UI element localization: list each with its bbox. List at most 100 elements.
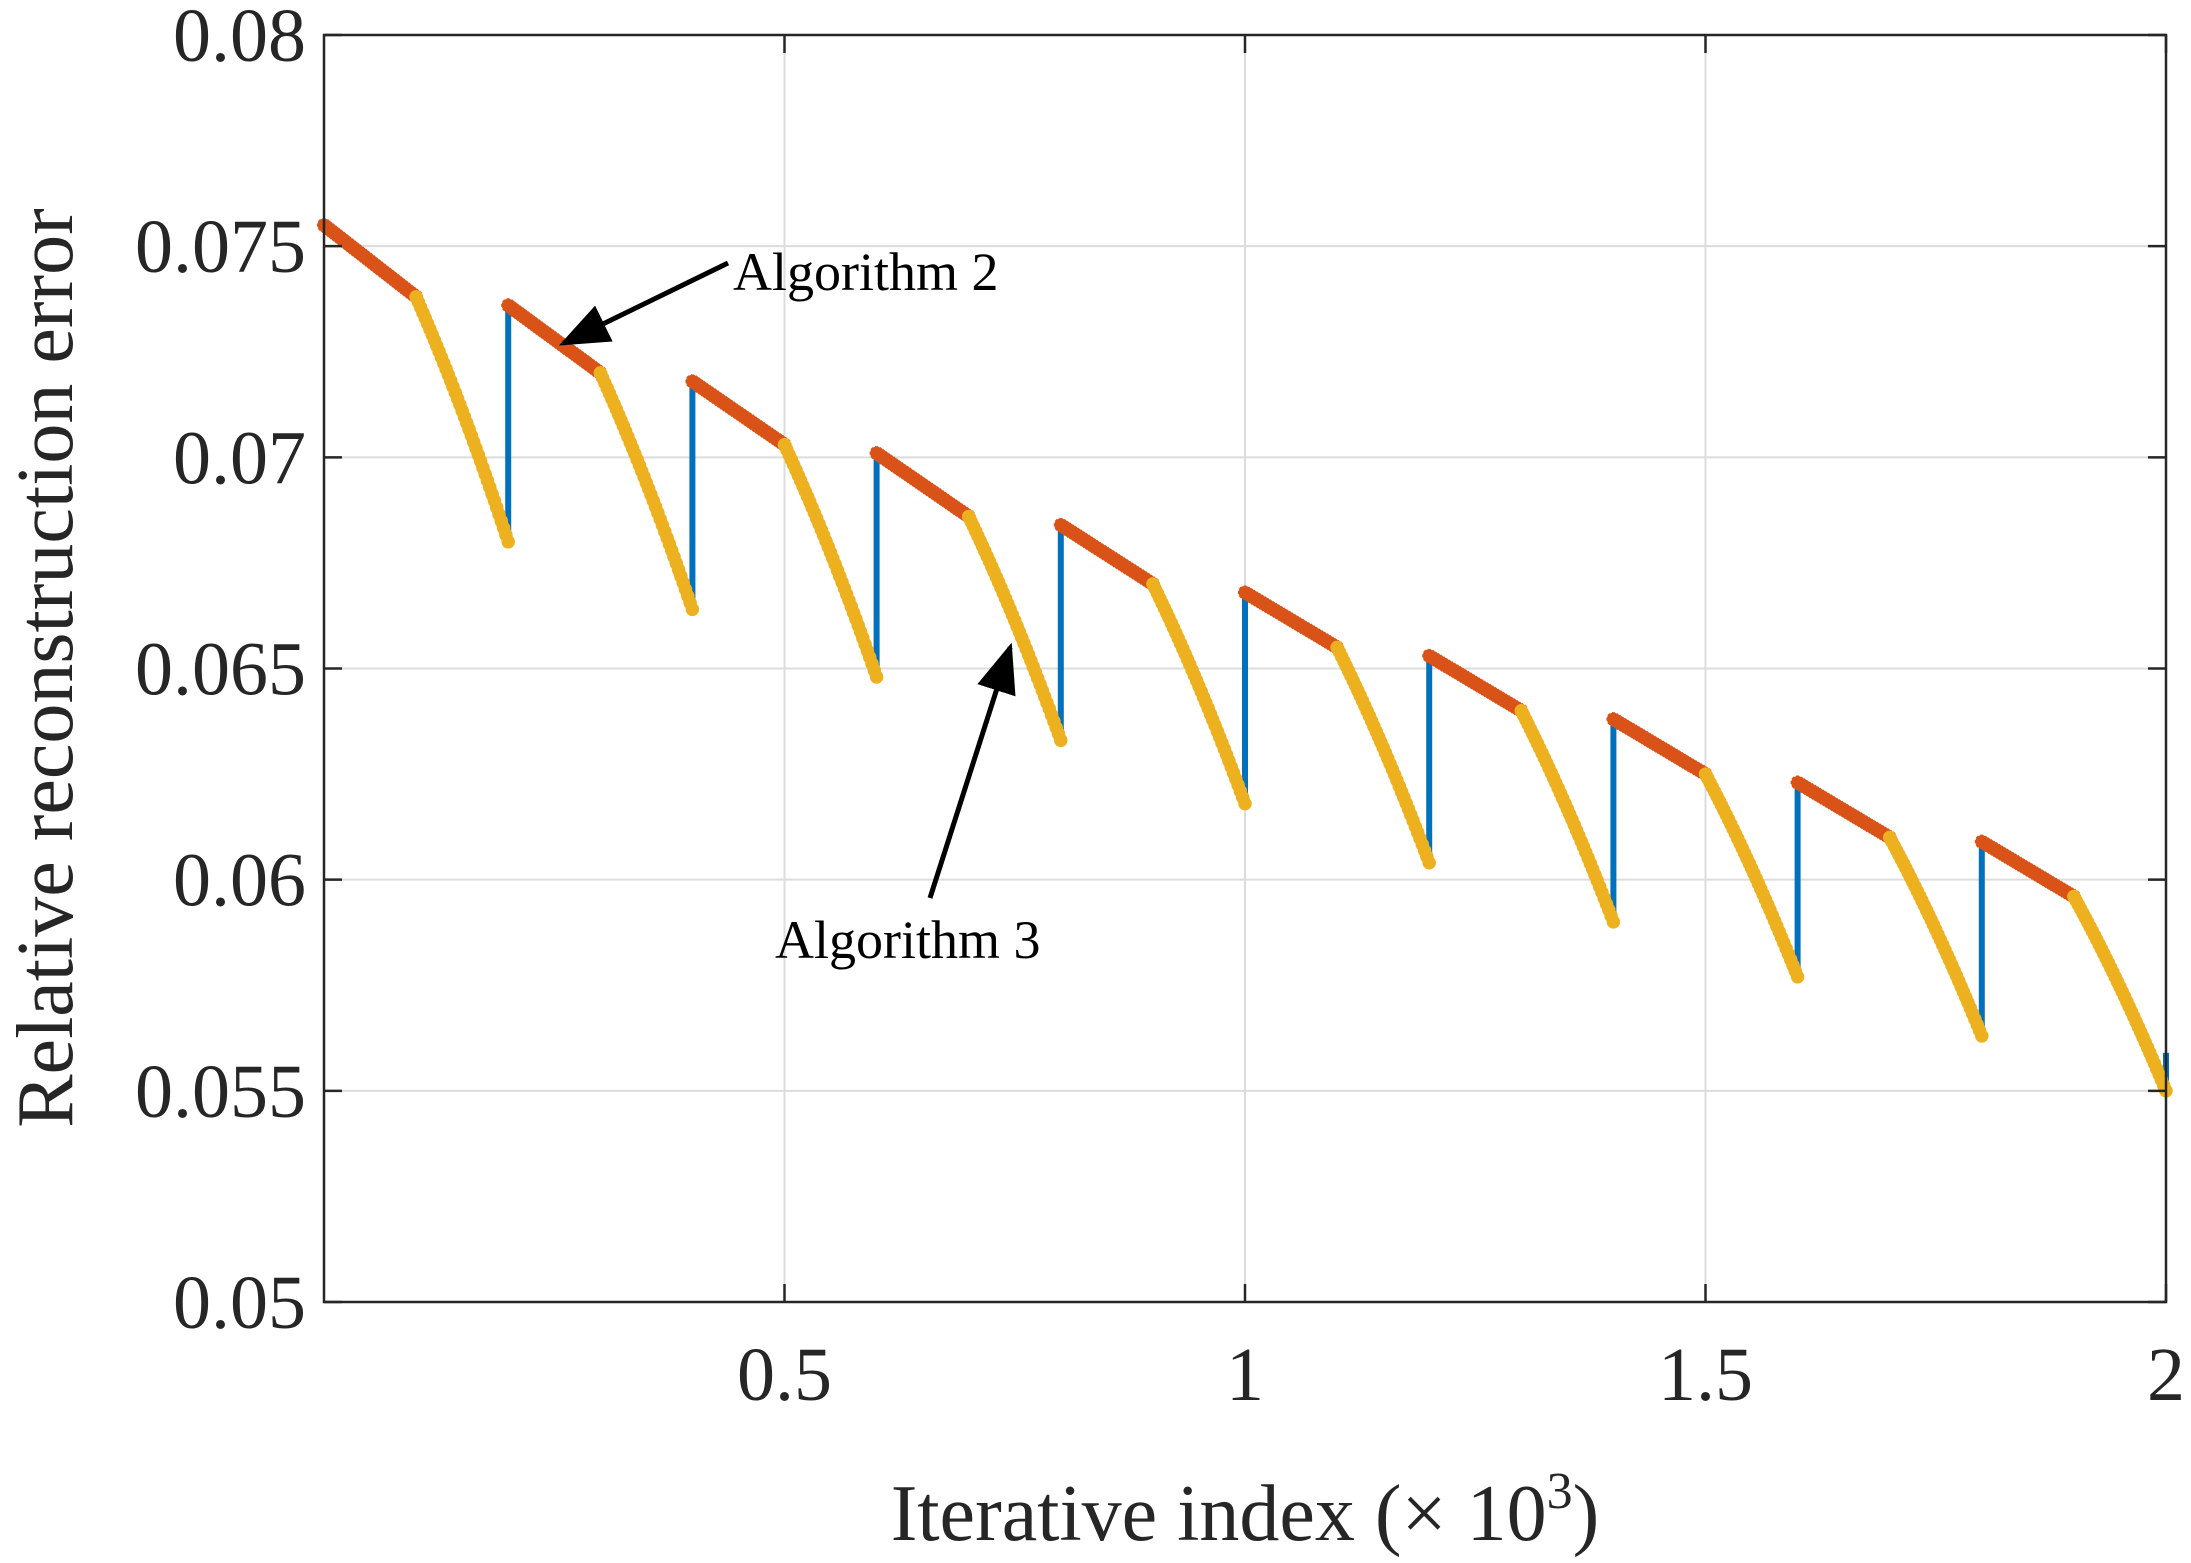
algorithm-3-marker <box>1790 970 1805 984</box>
algorithm-3-marker <box>1040 695 1054 710</box>
x-tick-label: 2 <box>2147 1333 2185 1417</box>
algorithm-3-marker <box>641 482 656 496</box>
algorithm-3-segment <box>1514 703 1621 929</box>
algorithm-3-marker <box>471 447 486 462</box>
algorithm-3-marker <box>846 606 861 620</box>
algorithm-3-marker <box>446 379 460 394</box>
algorithm-3-marker <box>856 631 870 645</box>
algorithm-3-marker <box>853 624 868 639</box>
algorithm-3-marker <box>450 391 465 406</box>
algorithm-3-marker <box>830 563 845 578</box>
algorithm-3-label: Algorithm 3 <box>775 910 1041 970</box>
algorithm-3-marker <box>865 657 879 671</box>
algorithm-2-segment <box>501 298 608 380</box>
algorithm-3-segment <box>777 437 884 684</box>
algorithm-3-marker <box>648 500 663 514</box>
algorithm-3-marker <box>860 644 875 658</box>
y-tick-label: 0.05 <box>173 1261 306 1345</box>
algorithm-3-marker <box>644 488 658 502</box>
algorithm-3-marker <box>464 428 479 443</box>
algorithm-3-marker <box>1420 849 1434 864</box>
algorithm-3-marker <box>453 397 467 412</box>
algorithm-3-marker <box>485 487 499 501</box>
algorithm-3-marker <box>1238 796 1252 811</box>
algorithm-3-marker <box>833 569 847 583</box>
algorithm-3-marker <box>669 556 684 570</box>
algorithm-3-segment <box>1698 767 1805 984</box>
algorithm-3-marker <box>667 550 681 564</box>
algorithm-3-marker <box>660 530 674 545</box>
algorithm-3-marker <box>1224 760 1238 774</box>
y-tick-label: 0.075 <box>135 205 306 289</box>
algorithm-3-segment <box>593 366 700 617</box>
algorithm-3-marker <box>664 543 679 558</box>
algorithm-3-marker <box>1235 790 1250 805</box>
y-tick-label: 0.08 <box>173 0 306 78</box>
algorithm-3-marker <box>1028 665 1043 680</box>
algorithm-3-segment <box>1882 830 1989 1043</box>
algorithm-2-segment <box>869 446 976 524</box>
y-tick-label: 0.06 <box>173 839 306 923</box>
algorithm-3-marker <box>466 435 481 449</box>
algorithm-3-marker <box>1033 677 1047 692</box>
algorithm-3-marker <box>837 581 852 595</box>
algorithm-3-marker <box>835 575 849 589</box>
algorithm-3-marker <box>462 422 476 437</box>
algorithm-3-marker <box>858 637 872 652</box>
algorithm-3-marker <box>1602 903 1616 917</box>
x-tick-label: 1 <box>1226 1333 1264 1417</box>
algorithm-3-marker <box>487 493 502 508</box>
algorithm-3-marker <box>674 569 688 583</box>
algorithm-3-marker <box>653 512 667 526</box>
algorithm-3-marker <box>1219 748 1234 762</box>
algorithm-3-marker <box>844 599 859 614</box>
algorithm-3-marker <box>685 602 700 617</box>
algorithm-3-marker <box>492 507 506 521</box>
algorithm-3-marker <box>849 612 863 626</box>
algorithm-2-label: Algorithm 2 <box>733 242 999 302</box>
algorithm-3-marker <box>489 500 504 515</box>
algorithm-3-marker <box>1413 831 1427 846</box>
algorithm-2-arrow <box>558 260 730 346</box>
algorithm-3-segment <box>409 290 515 549</box>
algorithm-3-marker <box>1044 708 1059 722</box>
algorithm-3-marker <box>869 670 884 684</box>
algorithm-3-marker <box>1031 671 1045 686</box>
algorithm-3-marker <box>460 416 474 430</box>
algorithm-3-marker <box>469 441 483 456</box>
algorithm-3-marker <box>1222 754 1236 768</box>
y-axis-title: Relative reconstruction error <box>2 208 90 1128</box>
algorithm-3-marker <box>1233 784 1248 798</box>
y-tick-label: 0.065 <box>135 628 306 712</box>
x-tick-label: 1.5 <box>1658 1333 1753 1417</box>
algorithm-3-marker <box>867 663 882 678</box>
algorithm-3-marker <box>1415 837 1430 852</box>
algorithm-3-marker <box>496 521 511 535</box>
algorithm-2-segment <box>1790 775 1897 845</box>
x-axis-title-close: ) <box>1573 1470 1600 1558</box>
algorithm-3-marker <box>839 587 854 602</box>
series-layer <box>317 218 2173 1098</box>
algorithm-3-marker <box>842 593 856 608</box>
algorithm-3-marker <box>655 518 670 532</box>
algorithm-3-marker <box>678 582 693 597</box>
algorithm-3-segment <box>1146 577 1252 811</box>
algorithm-3-marker <box>851 618 865 633</box>
algorithm-3-marker <box>651 506 665 520</box>
algorithm-3-marker <box>1226 766 1241 780</box>
algorithm-3-marker <box>494 514 509 528</box>
algorithm-3-marker <box>1604 909 1618 923</box>
algorithm-3-marker <box>1422 856 1436 870</box>
algorithm-3-marker <box>1606 915 1621 929</box>
x-tick-label: 0.5 <box>737 1333 832 1417</box>
algorithm-3-marker <box>483 480 497 495</box>
algorithm-3-marker <box>473 454 488 468</box>
algorithm-3-marker <box>676 575 690 590</box>
x-axis-title-exponent: 3 <box>1547 1463 1573 1520</box>
algorithm-3-marker <box>1037 689 1052 704</box>
algorithm-3-marker <box>476 460 490 475</box>
algorithm-3-arrow <box>927 642 1016 899</box>
algorithm-3-marker <box>478 467 492 481</box>
algorithm-3-segment <box>961 509 1068 748</box>
algorithm-3-marker <box>499 528 513 542</box>
